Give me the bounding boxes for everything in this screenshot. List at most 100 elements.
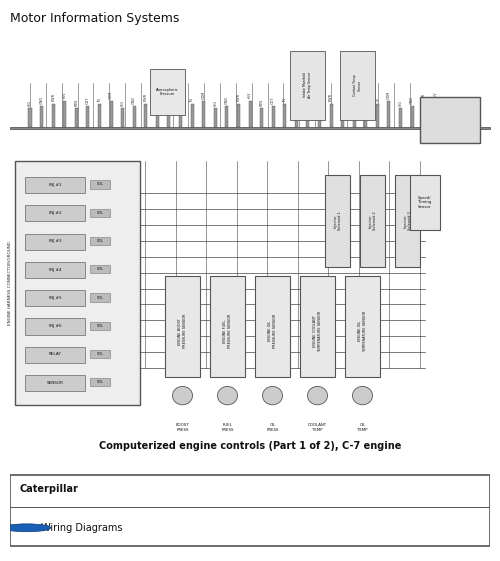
Text: RTN: RTN [167, 99, 171, 106]
Text: OUT: OUT [86, 96, 90, 104]
Bar [132, 106, 136, 127]
Bar [25, 205, 85, 222]
Bar [90, 209, 110, 217]
Text: FUEL
PRESS: FUEL PRESS [221, 423, 234, 432]
Text: COM: COM [109, 91, 113, 99]
Bar [28, 108, 32, 127]
Text: Injector
Solenoid 3: Injector Solenoid 3 [403, 211, 412, 230]
Bar [25, 177, 85, 193]
Text: PWR: PWR [329, 93, 333, 101]
Bar [90, 265, 110, 273]
Bar [25, 233, 85, 250]
Text: SIG: SIG [120, 100, 124, 106]
Bar [422, 103, 425, 127]
Circle shape [308, 387, 328, 405]
Text: RTN: RTN [260, 99, 264, 106]
Text: SOL: SOL [96, 239, 103, 243]
Bar [25, 319, 85, 334]
Bar [364, 106, 368, 127]
Text: SOL: SOL [96, 296, 103, 300]
Bar [340, 50, 375, 119]
Bar [295, 101, 298, 127]
Text: ENGINE FUEL
PRESSURE SENSOR: ENGINE FUEL PRESSURE SENSOR [223, 314, 232, 348]
Text: INJ #2: INJ #2 [48, 211, 62, 215]
Circle shape [3, 524, 51, 532]
Bar [376, 103, 379, 127]
Bar [399, 108, 402, 127]
Text: Intake Manifold
Air Temp Sensor: Intake Manifold Air Temp Sensor [303, 72, 312, 98]
Text: RTN: RTN [352, 99, 356, 106]
Bar [90, 321, 110, 330]
Text: +5V: +5V [248, 91, 252, 99]
Bar [86, 106, 90, 127]
Bar [446, 108, 448, 127]
Text: ENGINE BOOST
PRESSURE SENSOR: ENGINE BOOST PRESSURE SENSOR [178, 314, 187, 348]
Bar [90, 237, 110, 245]
Bar [121, 108, 124, 127]
Bar [410, 106, 414, 127]
Bar [25, 375, 85, 391]
Bar [202, 101, 205, 127]
Text: RTN: RTN [445, 99, 449, 106]
Bar [25, 347, 85, 363]
Text: IN: IN [98, 98, 102, 101]
Bar [237, 103, 240, 127]
Bar [272, 106, 274, 127]
Bar [330, 103, 332, 127]
Bar [318, 106, 321, 127]
Bar [210, 276, 245, 377]
Bar [260, 108, 263, 127]
Text: ENGINE OIL
PRESSURE SENSOR: ENGINE OIL PRESSURE SENSOR [268, 314, 277, 348]
Text: +5V: +5V [62, 91, 66, 99]
Text: OIL
PRESS: OIL PRESS [266, 423, 279, 432]
Bar [144, 103, 148, 127]
Text: INJ #3: INJ #3 [48, 240, 62, 243]
Text: SIG: SIG [214, 100, 218, 106]
Bar [156, 101, 159, 127]
Bar [110, 101, 112, 127]
Text: ENGINE COOLANT
TEMPERATURE SENSOR: ENGINE COOLANT TEMPERATURE SENSOR [313, 311, 322, 352]
Text: PWR: PWR [236, 93, 240, 101]
Circle shape [172, 387, 193, 405]
Text: OUT: OUT [271, 96, 275, 104]
Text: Caterpillar: Caterpillar [20, 484, 78, 494]
Bar [325, 175, 350, 267]
Text: IN: IN [376, 98, 380, 101]
Text: INJ #6: INJ #6 [48, 324, 62, 328]
Circle shape [262, 387, 282, 405]
Text: ENGINE OIL
TEMPERATURE SENSOR: ENGINE OIL TEMPERATURE SENSOR [358, 311, 367, 352]
Text: Injector
Solenoid 2: Injector Solenoid 2 [368, 211, 377, 230]
Text: INJ #4: INJ #4 [49, 268, 61, 272]
Bar [214, 108, 217, 127]
Bar [168, 108, 170, 127]
FancyBboxPatch shape [420, 96, 480, 142]
Bar [283, 103, 286, 127]
Text: GND: GND [40, 95, 44, 104]
Text: PWR: PWR [51, 93, 55, 101]
Text: SOL: SOL [96, 380, 103, 384]
Text: GND: GND [410, 95, 414, 104]
Bar [300, 276, 335, 377]
Text: IN: IN [190, 98, 194, 101]
Bar [395, 175, 420, 267]
Text: COM: COM [294, 91, 298, 99]
Bar [360, 175, 385, 267]
Text: SOL: SOL [96, 267, 103, 271]
Bar [40, 106, 43, 127]
Bar [25, 290, 85, 306]
Bar [434, 101, 437, 127]
Text: Computerized engine controls (Part 1 of 2), C-7 engine: Computerized engine controls (Part 1 of … [99, 441, 401, 451]
Text: +5V: +5V [340, 91, 344, 99]
Text: SOL: SOL [96, 211, 103, 215]
Text: Wiring Diagrams: Wiring Diagrams [41, 523, 122, 533]
Bar [90, 180, 110, 188]
Bar [165, 276, 200, 377]
Text: COM: COM [202, 91, 205, 99]
Text: GND: GND [225, 95, 229, 104]
Text: Motor Information Systems: Motor Information Systems [10, 12, 179, 25]
Text: +5V: +5V [434, 91, 438, 99]
Text: Coolant Temp
Sensor: Coolant Temp Sensor [353, 74, 362, 96]
Text: SOL: SOL [96, 182, 103, 186]
Text: OUT: OUT [456, 96, 460, 104]
Text: Atmospheric
Pressure: Atmospheric Pressure [156, 88, 179, 96]
